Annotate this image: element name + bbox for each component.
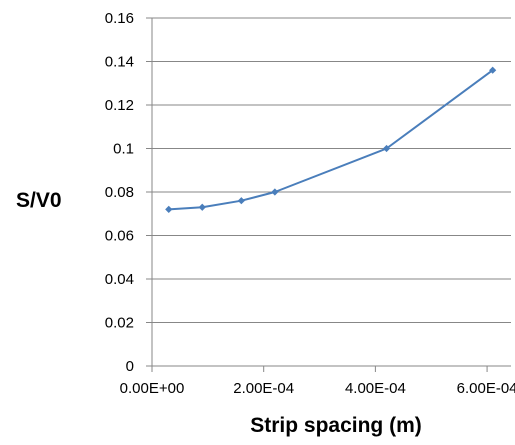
y-tick-label: 0 [126, 358, 134, 375]
series [165, 66, 497, 213]
x-tick-label: 4.00E-04 [345, 380, 406, 397]
x-axis-title: Strip spacing (m) [250, 414, 422, 437]
x-tick-label: 2.00E-04 [233, 380, 294, 397]
grid-lines [152, 17, 511, 323]
data-point-marker [237, 197, 245, 205]
x-tick-label: 0.00E+00 [120, 380, 185, 397]
y-tick-label: 0.14 [105, 54, 134, 71]
data-point-marker [198, 203, 206, 211]
y-tick-label: 0.02 [105, 315, 134, 332]
y-tick-label: 0.08 [105, 184, 134, 201]
data-point-marker [271, 188, 279, 196]
data-point-marker [382, 144, 391, 153]
y-tick-labels: 0 0.02 0.04 0.06 0.08 0.1 0.12 0.14 0.16 [105, 10, 134, 375]
data-point-marker [489, 66, 497, 74]
y-axis-title: S/V0 [16, 189, 62, 212]
axes [146, 17, 511, 372]
data-point-marker [165, 205, 173, 213]
y-tick-label: 0.12 [105, 97, 134, 114]
x-tick-label: 6.00E-04 [457, 380, 515, 397]
y-tick-label: 0.04 [105, 271, 134, 288]
y-tick-label: 0.1 [113, 141, 134, 158]
series-line [168, 69, 494, 211]
x-tick-labels: 0.00E+00 2.00E-04 4.00E-04 6.00E-04 [120, 380, 515, 397]
y-tick-label: 0.06 [105, 228, 134, 245]
y-tick-label: 0.16 [105, 10, 134, 27]
